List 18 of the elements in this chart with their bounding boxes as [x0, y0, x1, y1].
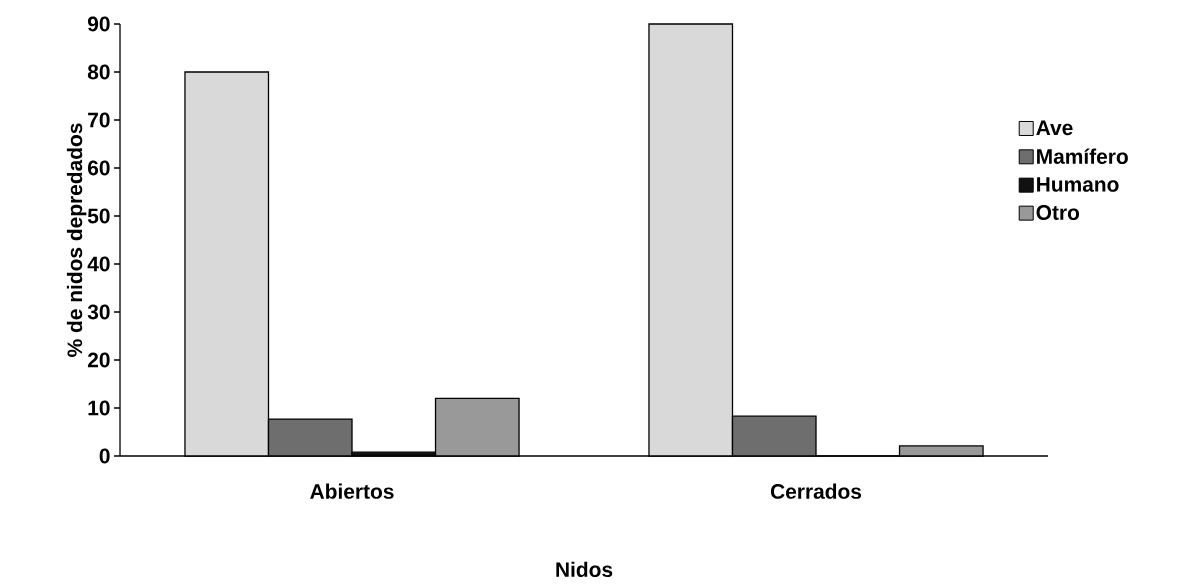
x-tick-label: Cerrados [770, 483, 862, 499]
y-tick-label: 90 [87, 16, 110, 32]
y-tick-label: 10 [88, 400, 110, 416]
legend-label: Otro [1036, 205, 1080, 220]
y-tick-label: 70 [88, 112, 110, 128]
y-tick-label: 50 [87, 208, 110, 224]
y-axis-title: % de nidos depredados [66, 123, 87, 357]
legend-label: Mamífero [1037, 148, 1128, 164]
y-tick-label: 30 [87, 304, 110, 320]
y-tick-label: 40 [87, 256, 110, 272]
y-tick-label: 20 [87, 352, 110, 368]
legend-label: Humano [1037, 177, 1119, 192]
legend-label: Ave [1036, 120, 1073, 136]
y-tick-label: 60 [87, 160, 110, 176]
y-tick-label: 0 [99, 448, 110, 464]
y-tick-label: 80 [87, 64, 110, 80]
x-tick-label: Abiertos [310, 483, 394, 499]
x-axis-title: Nidos [556, 561, 613, 578]
